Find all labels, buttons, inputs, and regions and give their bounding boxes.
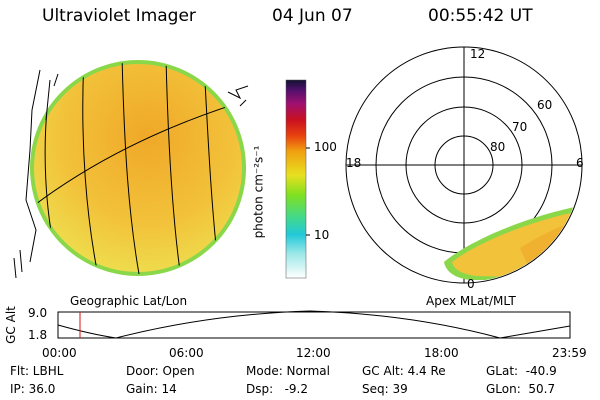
altitude-xtick-0000: 00:00	[42, 346, 77, 360]
date-label: 04 Jun 07	[272, 6, 353, 26]
mlt-label-6: 6	[576, 156, 584, 170]
ip-value: IP: 36.0	[10, 382, 56, 396]
mlt-label-0: 0	[467, 277, 475, 291]
filter-value: Flt: LBHL	[10, 364, 64, 378]
glon-value: GLon: 50.7	[486, 382, 556, 396]
gc-alt-value: GC Alt: 4.4 Re	[362, 364, 446, 378]
uv-emission-patch	[444, 205, 581, 280]
sequence-value: Seq: 39	[362, 382, 408, 396]
altitude-xtick-2359: 23:59	[552, 346, 587, 360]
altitude-xtick-1200: 12:00	[296, 346, 331, 360]
mode-value: Mode: Normal	[246, 364, 330, 378]
glat-value: GLat: -40.9	[486, 364, 557, 378]
mlat-label-70: 70	[512, 120, 528, 134]
mlt-label-18: 18	[346, 156, 362, 170]
app-title: Ultraviolet Imager	[42, 6, 196, 26]
altitude-ytick-min: 1.8	[28, 328, 48, 342]
dsp-value: Dsp: -9.2	[246, 382, 309, 396]
mlt-label-12: 12	[470, 47, 486, 61]
right-panel-caption: Apex MLat/MLT	[426, 294, 516, 308]
mlat-label-80: 80	[490, 140, 506, 154]
time-label: 00:55:42 UT	[428, 6, 533, 26]
altitude-xtick-1800: 18:00	[424, 346, 459, 360]
altitude-ytick-max: 9.0	[28, 306, 48, 320]
door-status: Door: Open	[126, 364, 195, 378]
colorbar-tick-100: 100	[314, 140, 337, 154]
altitude-plot	[57, 310, 571, 339]
altitude-ylabel: GC Alt	[3, 306, 18, 344]
colorbar-unit-label: photon cm⁻²s⁻¹	[251, 145, 266, 239]
left-panel-caption: Geographic Lat/Lon	[70, 294, 188, 308]
colorbar	[285, 79, 307, 279]
earth-disk-geographic	[13, 60, 249, 279]
mlat-label-60: 60	[537, 98, 553, 112]
colorbar-tick-10: 10	[314, 228, 330, 242]
gain-value: Gain: 14	[126, 382, 177, 396]
altitude-xtick-0600: 06:00	[169, 346, 204, 360]
